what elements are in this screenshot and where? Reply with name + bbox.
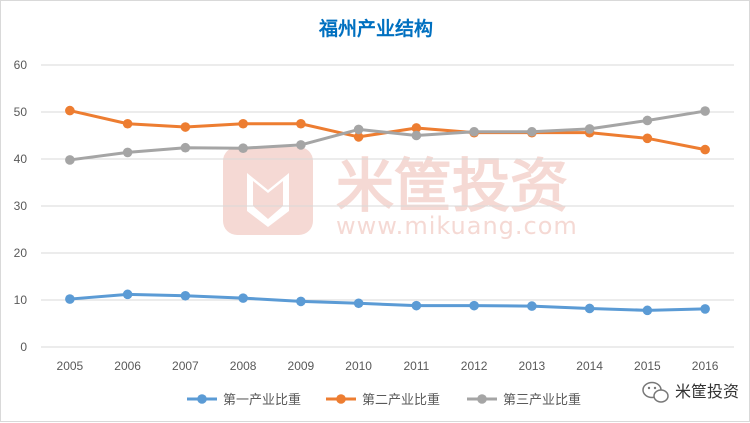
- data-point: [65, 155, 75, 165]
- data-point: [411, 130, 422, 141]
- watermark: 米筐投资 www.mikuang.com: [223, 147, 578, 240]
- legend-label: 第二产业比重: [362, 392, 440, 408]
- series-1: [65, 289, 710, 316]
- data-point: [122, 147, 133, 158]
- y-tick-label: 50: [14, 105, 28, 119]
- series-3: [65, 106, 710, 165]
- x-tick-label: 2010: [345, 359, 372, 373]
- x-tick-label: 2012: [461, 359, 488, 373]
- brand-badge: 米筐投资: [642, 381, 739, 403]
- series-line: [68, 109, 707, 152]
- y-tick-label: 40: [14, 152, 28, 166]
- legend-marker: [336, 394, 346, 404]
- x-tick-label: 2011: [403, 359, 429, 373]
- data-point: [411, 123, 422, 133]
- data-point: [180, 290, 191, 301]
- x-tick-label: 2008: [230, 359, 257, 373]
- legend-label: 第三产业比重: [503, 392, 581, 408]
- series-2: [65, 105, 710, 155]
- legend-marker: [197, 394, 207, 404]
- watermark-logo-icon: [223, 147, 313, 235]
- x-tick-label: 2006: [114, 359, 141, 373]
- gridlines: [41, 64, 734, 348]
- legend-label: 第一产业比重: [223, 392, 301, 408]
- x-tick-label: 2016: [692, 359, 719, 373]
- x-tick-label: 2013: [519, 359, 546, 373]
- x-tick-label: 2014: [576, 359, 603, 373]
- x-axis-ticks: 2005 2006 2007 2008 2009 2010 2011 2012 2013 2014…: [57, 359, 719, 373]
- data-point: [238, 143, 248, 153]
- data-point: [469, 126, 479, 137]
- data-point: [180, 142, 191, 153]
- series-line: [68, 109, 707, 162]
- y-axis-ticks: 0 10 20 30 40 50 60: [14, 58, 28, 354]
- series-line: [68, 292, 707, 312]
- data-point: [411, 300, 422, 311]
- y-tick-label: 0: [20, 340, 27, 354]
- brand-badge-label: 米筐投资: [675, 382, 739, 401]
- data-point: [65, 105, 75, 116]
- data-point: [353, 132, 364, 142]
- x-tick-label: 2009: [288, 359, 315, 373]
- series-lines: [65, 105, 710, 316]
- data-point: [584, 303, 595, 314]
- x-tick-label: 2015: [634, 359, 661, 373]
- data-point: [642, 305, 653, 316]
- data-point: [296, 296, 306, 307]
- data-point: [122, 118, 133, 129]
- data-point: [642, 115, 653, 126]
- watermark-brand: 米筐投资: [336, 152, 568, 220]
- x-tick-label: 2007: [172, 359, 199, 373]
- wechat-icon: [642, 381, 669, 403]
- data-point: [527, 126, 537, 137]
- x-tick-label: 2005: [57, 359, 84, 373]
- chart-title: 福州产业结构: [318, 17, 433, 40]
- data-point: [584, 124, 595, 134]
- data-point: [700, 144, 710, 155]
- y-tick-label: 20: [14, 246, 28, 260]
- data-point: [296, 140, 306, 150]
- data-point: [469, 300, 479, 311]
- y-tick-label: 10: [14, 293, 28, 307]
- data-point: [238, 118, 248, 129]
- legend-item: 第三产业比重: [467, 392, 581, 408]
- legend-item: 第二产业比重: [326, 392, 440, 408]
- data-point: [527, 301, 537, 311]
- data-point: [353, 298, 364, 309]
- y-tick-label: 60: [14, 58, 28, 72]
- legend: 第一产业比重 第二产业比重 第三产业比重: [187, 392, 581, 408]
- data-point: [642, 133, 653, 144]
- data-point: [353, 124, 364, 135]
- data-point: [700, 304, 710, 314]
- legend-item: 第一产业比重: [187, 392, 301, 408]
- data-point: [65, 294, 75, 304]
- data-point: [238, 293, 248, 303]
- legend-marker: [477, 394, 487, 404]
- data-point: [296, 118, 306, 129]
- y-tick-label: 30: [14, 199, 28, 213]
- data-point: [700, 106, 710, 116]
- watermark-url: www.mikuang.com: [336, 212, 578, 240]
- data-point: [180, 122, 191, 132]
- data-point: [122, 289, 133, 300]
